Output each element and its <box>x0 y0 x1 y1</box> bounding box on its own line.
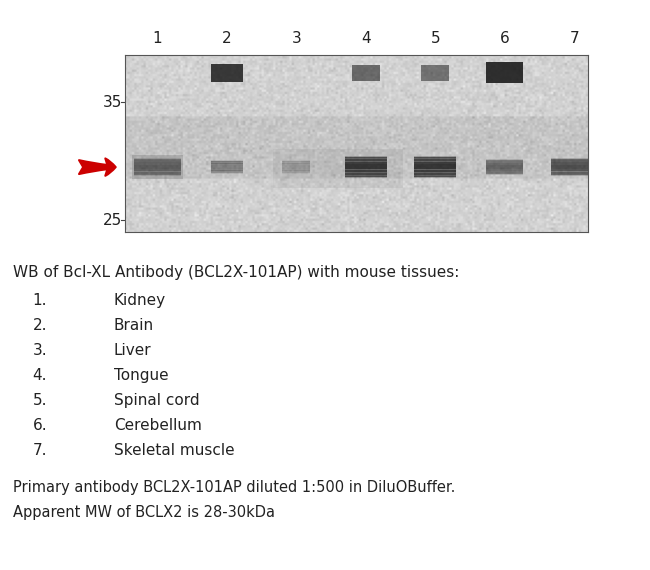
Bar <box>551 165 597 167</box>
Bar <box>282 163 310 165</box>
Text: 2: 2 <box>222 31 231 46</box>
Text: 6.: 6. <box>32 418 47 433</box>
Text: 4: 4 <box>361 31 370 46</box>
Bar <box>551 162 597 165</box>
Text: Skeletal muscle: Skeletal muscle <box>114 443 235 458</box>
Text: Liver: Liver <box>114 343 151 358</box>
Text: 2.: 2. <box>32 318 47 333</box>
Text: Apparent MW of BCLX2 is 28-30kDa: Apparent MW of BCLX2 is 28-30kDa <box>13 506 275 520</box>
Text: 6: 6 <box>500 31 510 46</box>
Bar <box>345 159 387 161</box>
Bar <box>345 167 387 169</box>
Bar <box>282 161 310 173</box>
Bar <box>211 167 243 169</box>
Text: 5.: 5. <box>32 393 47 408</box>
Bar <box>486 171 523 173</box>
Bar <box>551 159 597 175</box>
Bar <box>135 158 181 160</box>
Bar <box>345 176 387 178</box>
Bar <box>551 160 597 162</box>
Bar <box>211 165 243 167</box>
Bar <box>273 149 403 188</box>
Bar <box>282 169 310 170</box>
Bar <box>211 161 243 164</box>
Bar <box>135 165 181 167</box>
Bar <box>415 162 456 164</box>
Bar <box>345 156 387 158</box>
Bar <box>486 169 523 171</box>
Bar <box>135 159 181 175</box>
Text: Spinal cord: Spinal cord <box>114 393 200 408</box>
Bar <box>282 167 310 169</box>
Text: 35: 35 <box>103 95 122 109</box>
Bar <box>486 161 523 163</box>
Bar <box>486 160 523 174</box>
Bar <box>135 174 181 176</box>
Text: 3: 3 <box>291 31 301 46</box>
Bar <box>345 157 387 177</box>
Bar <box>415 173 456 175</box>
Bar <box>415 170 456 172</box>
Text: Kidney: Kidney <box>114 293 166 308</box>
Bar <box>135 160 181 162</box>
Bar <box>211 163 243 165</box>
Bar <box>415 167 456 169</box>
Text: Cerebellum: Cerebellum <box>114 418 202 433</box>
Bar <box>486 163 523 165</box>
Bar <box>551 169 597 172</box>
Bar <box>415 157 456 177</box>
Bar <box>135 167 181 169</box>
Bar <box>551 174 597 176</box>
Bar <box>135 172 181 174</box>
Bar <box>282 165 310 167</box>
Bar <box>211 161 243 173</box>
Bar <box>211 64 243 82</box>
Bar <box>352 65 380 81</box>
Text: WB of Bcl-XL Antibody (BCL2X-101AP) with mouse tissues:: WB of Bcl-XL Antibody (BCL2X-101AP) with… <box>13 265 460 280</box>
Text: Primary antibody BCL2X-101AP diluted 1:500 in DiluOBuffer.: Primary antibody BCL2X-101AP diluted 1:5… <box>13 481 456 495</box>
Bar <box>486 165 523 167</box>
Text: 5: 5 <box>430 31 440 46</box>
Bar <box>486 62 523 83</box>
Bar <box>415 159 456 161</box>
Bar <box>345 165 387 166</box>
Bar <box>345 173 387 175</box>
Bar <box>415 165 456 166</box>
Bar <box>486 173 523 175</box>
Bar <box>282 172 310 174</box>
Bar <box>415 156 456 158</box>
Bar <box>211 170 243 172</box>
Bar <box>421 65 449 81</box>
Bar <box>551 172 597 174</box>
Text: 25: 25 <box>103 213 122 227</box>
Bar <box>211 160 243 162</box>
Bar <box>282 170 310 172</box>
Text: 7: 7 <box>569 31 579 46</box>
Bar <box>211 172 243 174</box>
Bar <box>551 167 597 169</box>
Text: 3.: 3. <box>32 343 47 358</box>
Bar <box>132 154 183 180</box>
Text: 4.: 4. <box>32 368 47 383</box>
Bar <box>345 162 387 164</box>
Bar <box>282 161 310 164</box>
Bar <box>415 176 456 178</box>
Text: 7.: 7. <box>32 443 47 458</box>
Bar <box>551 158 597 160</box>
Text: 1.: 1. <box>32 293 47 308</box>
Text: 1: 1 <box>153 31 162 46</box>
Bar <box>135 169 181 172</box>
Bar <box>211 169 243 170</box>
Text: Tongue: Tongue <box>114 368 168 383</box>
Bar <box>345 170 387 172</box>
Bar <box>282 160 310 162</box>
Bar <box>486 159 523 161</box>
Bar <box>486 167 523 169</box>
Bar <box>135 162 181 165</box>
Text: Brain: Brain <box>114 318 154 333</box>
